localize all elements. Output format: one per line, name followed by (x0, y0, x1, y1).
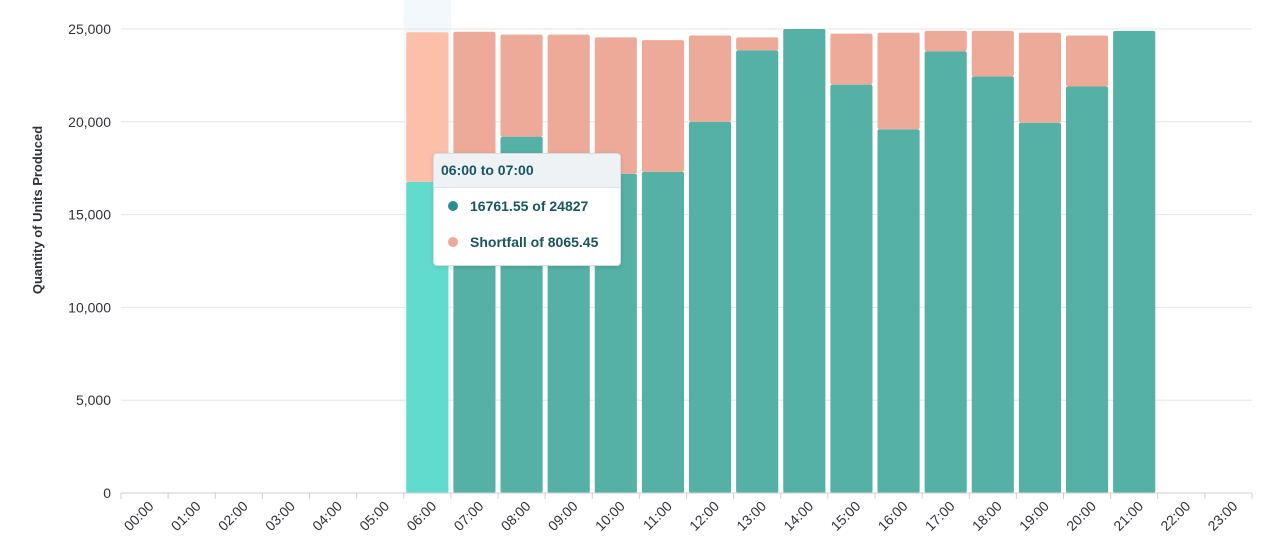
x-tick-label: 11:00 (640, 498, 676, 534)
bar-produced (924, 51, 967, 493)
produced-dot-icon (448, 201, 458, 211)
chart-tooltip: 06:00 to 07:00 16761.55 of 24827 Shortfa… (433, 153, 621, 266)
tooltip-produced-text: 16761.55 of 24827 (470, 198, 589, 214)
x-tick-label: 15:00 (827, 498, 863, 534)
x-tick-label: 10:00 (592, 498, 628, 534)
shortfall-dot-icon (448, 237, 458, 247)
bar-produced (783, 29, 826, 493)
x-tick-label: 02:00 (215, 498, 251, 534)
x-tick-label: 12:00 (686, 498, 722, 534)
bar-produced (830, 84, 873, 494)
bar-shortfall (736, 37, 779, 51)
x-tick-label: 01:00 (168, 498, 204, 534)
x-tick-label: 03:00 (262, 498, 298, 534)
x-tick-label: 19:00 (1016, 498, 1052, 534)
bar-shortfall (689, 35, 732, 122)
y-tick-label: 5,000 (76, 392, 111, 408)
y-tick-label: 10,000 (68, 299, 111, 315)
x-tick-label: 18:00 (969, 498, 1005, 534)
x-tick-label: 07:00 (450, 498, 486, 534)
tooltip-row-produced: 16761.55 of 24827 (434, 188, 620, 224)
x-tick-label: 06:00 (403, 498, 439, 534)
x-tick-label: 16:00 (875, 498, 911, 534)
x-tick-label: 21:00 (1110, 498, 1146, 534)
bar-shortfall (877, 32, 920, 130)
y-tick-label: 0 (103, 485, 111, 501)
x-tick-label: 17:00 (922, 498, 958, 534)
x-tick-label: 04:00 (309, 498, 345, 534)
tooltip-shortfall-text: Shortfall of 8065.45 (470, 234, 599, 250)
bar-shortfall (453, 31, 496, 176)
bar-shortfall (547, 34, 590, 180)
x-tick-label: 09:00 (545, 498, 581, 534)
y-tick-label: 15,000 (68, 207, 111, 223)
x-tick-label: 08:00 (498, 498, 534, 534)
x-tick-label: 05:00 (356, 498, 392, 534)
y-tick-label: 25,000 (68, 21, 111, 37)
bars (406, 29, 1156, 494)
tooltip-title: 06:00 to 07:00 (434, 154, 620, 188)
bar-shortfall (1018, 32, 1061, 123)
bar-shortfall (1066, 35, 1109, 87)
x-tick-label: 23:00 (1204, 498, 1240, 534)
bar-produced (1018, 122, 1061, 493)
x-tick-label: 14:00 (780, 498, 816, 534)
bar-shortfall (830, 33, 873, 85)
bar-produced (971, 76, 1014, 493)
bar-shortfall (924, 30, 967, 52)
bar-produced (1066, 86, 1109, 493)
x-tick-label: 22:00 (1157, 498, 1193, 534)
bar-produced (877, 129, 920, 493)
tooltip-row-shortfall: Shortfall of 8065.45 (434, 224, 620, 260)
bar-produced (641, 171, 684, 494)
bar-shortfall (406, 32, 449, 182)
bar-shortfall (594, 37, 637, 174)
bar-produced (1113, 30, 1156, 494)
x-tick-label: 20:00 (1063, 498, 1099, 534)
bar-produced (736, 50, 779, 494)
x-tick-label: 13:00 (733, 498, 769, 534)
bar-shortfall (971, 30, 1014, 77)
y-tick-label: 20,000 (68, 114, 111, 130)
bar-shortfall (500, 34, 543, 137)
bar-produced (689, 121, 732, 494)
x-tick-label: 00:00 (121, 498, 157, 534)
y-axis-label: Quantity of Units Produced (30, 126, 45, 294)
bar-shortfall (641, 40, 684, 172)
